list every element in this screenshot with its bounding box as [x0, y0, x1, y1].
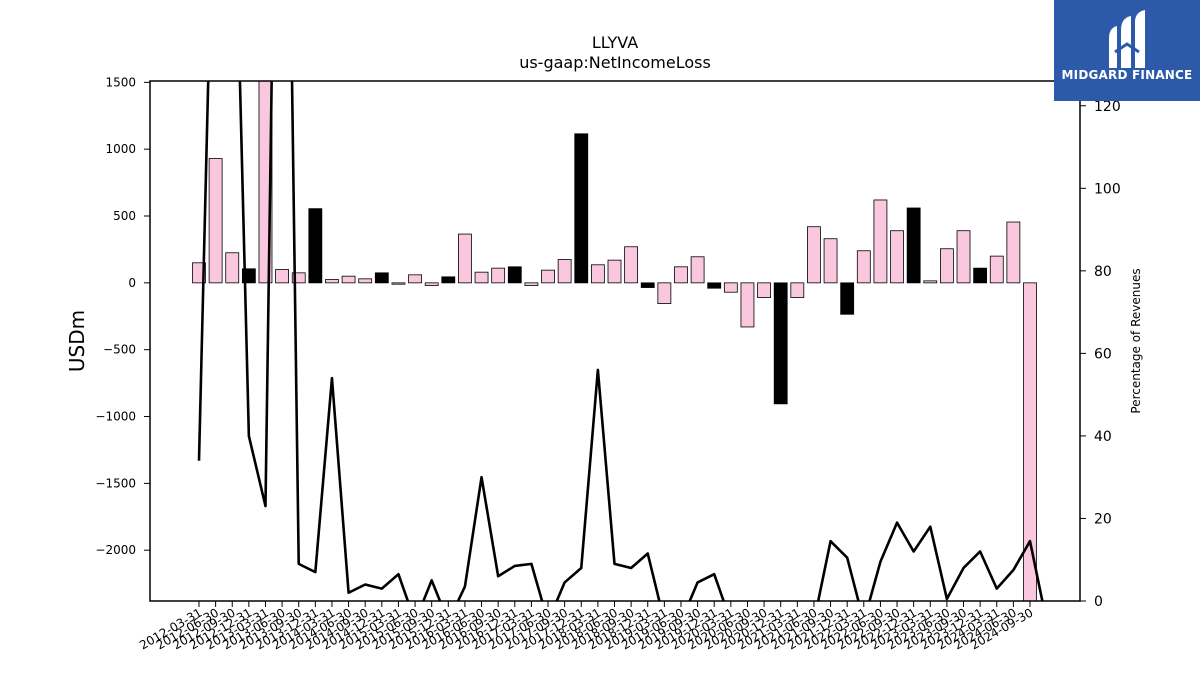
bar [640, 282, 655, 288]
pct-revenue-line [197, 81, 1044, 601]
left-tick-label: 500 [113, 209, 136, 223]
bar [607, 259, 622, 284]
bar [507, 266, 522, 284]
bar [458, 233, 472, 284]
right-tick-label: 40 [1094, 429, 1112, 445]
bar [574, 133, 589, 284]
bar [1006, 221, 1021, 284]
bar [341, 275, 356, 284]
bar [773, 282, 788, 405]
bar [890, 230, 904, 284]
bar [690, 256, 705, 284]
bar [973, 267, 988, 284]
bar [308, 208, 323, 284]
left-tick-label: 1000 [105, 142, 136, 156]
bar [208, 158, 223, 284]
bar [424, 282, 439, 286]
plot-frame [149, 80, 1081, 602]
bar [707, 282, 722, 289]
bar [674, 266, 688, 284]
bar [923, 280, 938, 284]
left-tick-label: −1500 [95, 476, 136, 490]
bar [624, 246, 639, 284]
bar [657, 282, 672, 304]
line-layer [197, 81, 1044, 601]
bar [906, 207, 921, 284]
right-tick-label: 100 [1094, 181, 1121, 197]
left-tick-label: −2000 [95, 543, 136, 557]
chart-subtitle: us-gaap:NetIncomeLoss [519, 53, 711, 72]
bar [557, 259, 572, 284]
bar [723, 282, 738, 293]
right-tick-label: 0 [1094, 594, 1103, 610]
bar [374, 272, 389, 284]
bar [275, 269, 290, 284]
left-axis: 1500 1000 500 0 −500 −1000 −1500 −2000 [95, 75, 150, 557]
bar [391, 282, 406, 285]
right-tick-label: 60 [1094, 346, 1112, 362]
bar [1023, 282, 1037, 602]
bar [474, 271, 489, 284]
bar [989, 255, 1004, 284]
bar [856, 250, 871, 284]
left-tick-label: 1500 [105, 75, 136, 89]
bar [790, 282, 805, 298]
chart-title: LLYVA [592, 33, 638, 52]
bar [291, 272, 306, 284]
y-axis-label-right: Percentage of Revenues [1129, 268, 1143, 413]
bar [807, 226, 821, 284]
right-tick-label: 120 [1094, 99, 1121, 115]
bar [757, 282, 771, 298]
bar [358, 278, 373, 284]
bar [491, 267, 506, 284]
bar [740, 282, 755, 328]
y-axis-label-left: USDm [65, 310, 89, 372]
bar [840, 282, 855, 315]
bar [873, 199, 888, 284]
bar [590, 264, 605, 284]
bar [524, 282, 539, 286]
bar [541, 269, 555, 284]
logo: MIDGARD FINANCE [1054, 0, 1200, 101]
bar [325, 279, 339, 284]
bar [408, 274, 422, 284]
logo-mark-icon [1109, 10, 1145, 68]
bar [956, 230, 971, 284]
bar [225, 252, 240, 284]
left-tick-label: 0 [128, 276, 136, 290]
logo-text: MIDGARD FINANCE [1061, 68, 1193, 82]
right-axis: 0 20 40 60 80 100 120 [1080, 99, 1121, 610]
bar [940, 248, 954, 284]
left-tick-label: −1000 [95, 410, 136, 424]
left-tick-label: −500 [103, 343, 136, 357]
bar [441, 276, 456, 284]
right-tick-label: 80 [1094, 264, 1112, 280]
bar [823, 238, 838, 284]
right-tick-label: 20 [1094, 511, 1112, 527]
x-axis: 2012-03-312012-06-302012-09-302012-12-31… [137, 601, 1036, 652]
